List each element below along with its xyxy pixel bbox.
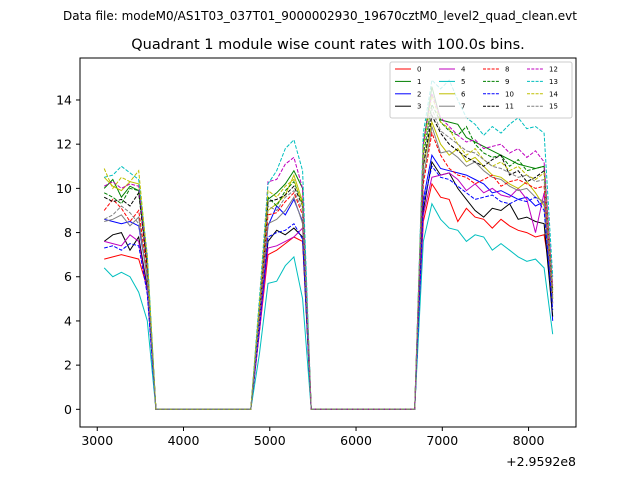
legend-label-1: 1	[417, 78, 421, 86]
legend-label-9: 9	[505, 78, 509, 86]
y-tick-label: 12	[56, 137, 72, 152]
y-axis: 0 2 4 6 8 10 12 14	[56, 92, 80, 417]
x-tick-label: 6000	[340, 433, 372, 448]
x-axis: 3000 4000 5000 6000 7000 8000	[81, 427, 545, 448]
x-tick-label: 3000	[81, 433, 113, 448]
y-tick-label: 10	[56, 181, 72, 196]
y-tick-label: 0	[64, 402, 72, 417]
y-tick-label: 4	[64, 313, 72, 328]
x-offset-label: +2.9592e8	[506, 454, 576, 469]
y-tick-label: 6	[64, 269, 72, 284]
legend-label-13: 13	[549, 78, 558, 86]
legend-label-12: 12	[549, 66, 558, 74]
legend-label-6: 6	[461, 90, 466, 98]
legend-label-2: 2	[417, 90, 421, 98]
x-tick-label: 5000	[254, 433, 286, 448]
axes-frame	[79, 57, 577, 428]
legend-label-3: 3	[417, 103, 421, 111]
legend-box	[389, 61, 573, 119]
plot-area	[103, 79, 554, 410]
series-line-15	[103, 106, 554, 410]
y-tick-label: 8	[64, 225, 72, 240]
y-tick-label: 2	[64, 358, 72, 373]
x-tick-label: 4000	[168, 433, 200, 448]
legend-label-14: 14	[549, 90, 558, 98]
legend-label-10: 10	[505, 90, 514, 98]
x-tick-label: 8000	[513, 433, 545, 448]
legend-label-7: 7	[461, 103, 465, 111]
chart-title: Quadrant 1 module wise count rates with …	[131, 37, 525, 53]
legend-label-4: 4	[461, 66, 466, 74]
suptitle: Data file: modeM0/AS1T03_037T01_90000029…	[63, 9, 577, 23]
legend-label-8: 8	[505, 66, 509, 74]
legend-label-5: 5	[461, 78, 465, 86]
y-tick-label: 14	[56, 92, 72, 107]
legend-label-0: 0	[417, 66, 421, 74]
legend-label-11: 11	[505, 103, 514, 111]
legend-label-15: 15	[549, 103, 558, 111]
x-tick-label: 7000	[426, 433, 458, 448]
